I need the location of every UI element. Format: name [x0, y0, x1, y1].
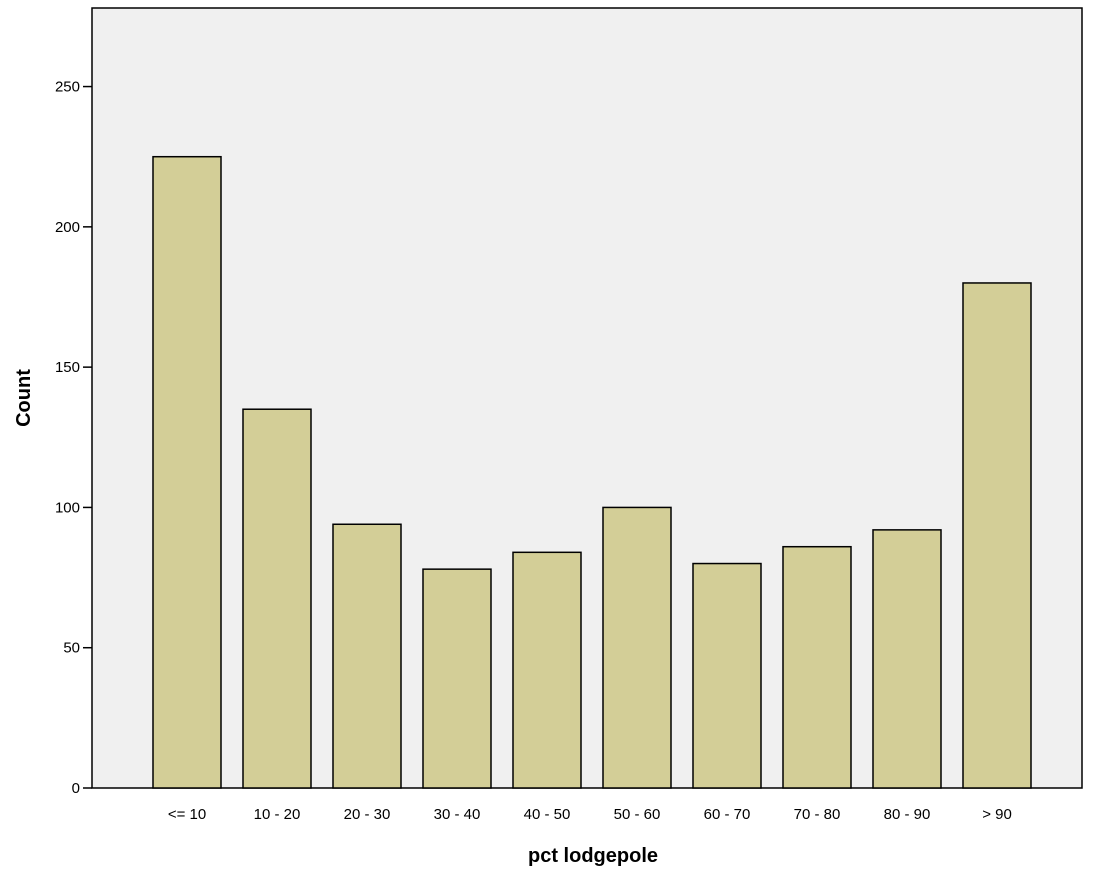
- x-axis-title: pct lodgepole: [528, 845, 658, 867]
- bar: [152, 155, 222, 789]
- y-tick-label: 50: [63, 640, 80, 657]
- y-tick-label: 0: [72, 780, 80, 797]
- x-tick-label: 40 - 50: [524, 806, 571, 823]
- bar: [692, 562, 762, 789]
- x-tick-label: 50 - 60: [614, 806, 661, 823]
- x-tick-label: > 90: [982, 806, 1012, 823]
- bar: [512, 551, 582, 789]
- bar: [602, 506, 672, 789]
- x-tick-label: <= 10: [168, 806, 206, 823]
- y-tick-label: 150: [55, 359, 80, 376]
- x-tick-label: 30 - 40: [434, 806, 481, 823]
- x-tick-label: 20 - 30: [344, 806, 391, 823]
- bar: [782, 545, 852, 789]
- bar: [242, 408, 312, 789]
- x-tick-label: 80 - 90: [884, 806, 931, 823]
- bar: [332, 523, 402, 789]
- y-tick-label: 100: [55, 499, 80, 516]
- x-tick-label: 10 - 20: [254, 806, 301, 823]
- x-axis-tick-labels: <= 10 10 - 20 20 - 30 30 - 40 40 - 50 50 - 60…: [168, 806, 1012, 823]
- bars-group: [152, 155, 1032, 789]
- bar: [962, 282, 1032, 789]
- bar: [422, 568, 492, 789]
- y-tick-label: 250: [55, 79, 80, 96]
- x-tick-label: 60 - 70: [704, 806, 751, 823]
- x-tick-label: 70 - 80: [794, 806, 841, 823]
- y-axis-ticks: 0 50 100 150 200 250: [55, 79, 92, 797]
- y-tick-label: 200: [55, 219, 80, 236]
- y-axis-title: Count: [13, 369, 35, 427]
- bar: [872, 529, 942, 789]
